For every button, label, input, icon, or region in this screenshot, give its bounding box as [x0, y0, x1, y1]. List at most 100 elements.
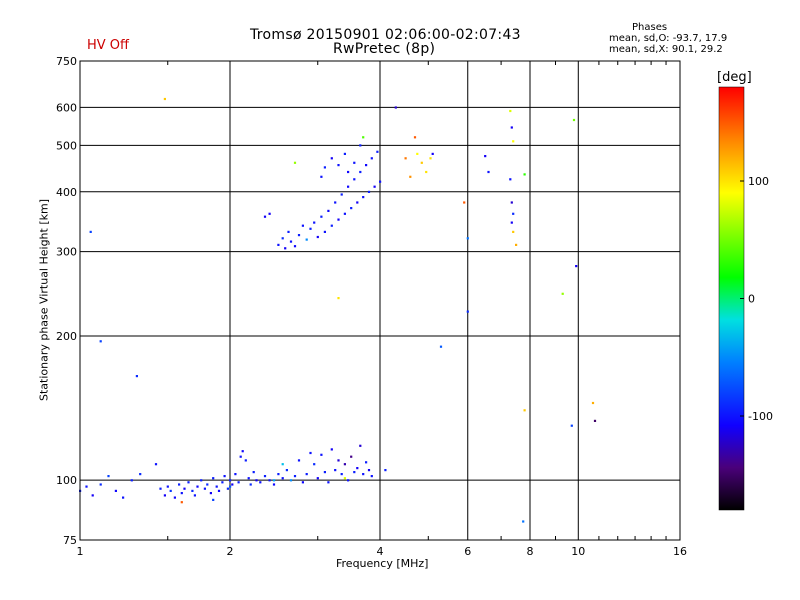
echo-point — [570, 424, 573, 427]
echo-point — [572, 118, 576, 122]
echo-point — [173, 496, 176, 499]
echo-point — [281, 237, 284, 240]
echo-point — [187, 481, 190, 484]
plot-grid — [80, 61, 680, 540]
echo-point — [379, 180, 382, 183]
echo-point — [347, 185, 350, 188]
echo-point — [215, 485, 218, 488]
echo-point — [353, 178, 356, 181]
echo-point — [313, 463, 316, 466]
echo-point — [226, 487, 229, 490]
echo-point — [277, 243, 280, 246]
echo-point — [293, 245, 297, 248]
echo-point — [384, 469, 387, 472]
echo-point — [191, 489, 194, 492]
colorbar-tick-label: -100 — [748, 410, 773, 423]
echo-point — [247, 477, 250, 480]
phases-x-mode-stats: mean, sd,X: 90.1, 29.2 — [609, 44, 723, 55]
echo-point — [343, 212, 346, 215]
echo-point — [239, 455, 242, 458]
colorbar-ticks: 100 0 -100 — [740, 175, 773, 423]
echo-point — [229, 485, 232, 488]
echo-point — [327, 209, 330, 212]
echo-point — [89, 230, 92, 233]
x-tick-label: 8 — [527, 545, 534, 558]
echo-point — [365, 461, 368, 464]
echo-point — [85, 485, 88, 488]
echo-point — [343, 477, 346, 480]
echo-point — [91, 494, 94, 497]
y-tick-label: 300 — [56, 246, 77, 259]
echo-point — [212, 498, 215, 501]
echo-point — [320, 453, 323, 456]
echo-point — [359, 170, 362, 174]
echo-point — [99, 340, 102, 343]
y-tick-label: 600 — [56, 101, 77, 114]
chart-title-line1: Tromsø 20150901 02:06:00-02:07:43 — [250, 27, 521, 43]
echo-point — [347, 479, 350, 482]
echo-point — [183, 487, 186, 490]
echo-point — [217, 489, 221, 492]
echo-point — [180, 501, 183, 504]
echo-point — [249, 483, 252, 486]
echo-point — [166, 485, 169, 488]
echo-point — [404, 157, 407, 160]
echo-point — [272, 483, 276, 486]
echo-point — [309, 227, 312, 230]
echo-point — [180, 492, 183, 495]
echo-point — [209, 492, 212, 495]
chart-title-line2: RwPretec (8p) — [333, 41, 436, 57]
echo-point — [510, 221, 513, 224]
echo-point — [353, 471, 356, 474]
phase-colorbar — [718, 86, 745, 511]
echo-point — [340, 193, 343, 196]
echo-point — [337, 297, 340, 300]
echo-point — [512, 140, 515, 143]
echo-point — [561, 292, 564, 295]
echo-point — [523, 173, 526, 176]
echo-point — [337, 164, 340, 167]
echo-point — [297, 459, 301, 462]
echo-point — [330, 157, 333, 160]
echo-point — [466, 237, 469, 240]
echo-point — [337, 218, 340, 221]
echo-point — [509, 109, 512, 113]
echo-point — [277, 473, 280, 476]
echo-points — [79, 97, 597, 523]
echo-point — [297, 234, 301, 237]
echo-point — [272, 479, 276, 482]
echo-point — [169, 489, 172, 492]
echo-point — [523, 409, 526, 412]
echo-point — [353, 161, 356, 164]
y-tick-label: 400 — [56, 186, 77, 199]
echo-point — [327, 481, 330, 484]
tick-labels: 1 2 4 6 8 10 16 75 100 200 300 400 500 600 750 — [56, 55, 687, 558]
echo-point — [159, 487, 162, 490]
echo-point — [362, 136, 365, 139]
echo-point — [350, 207, 353, 210]
x-tick-label: 1 — [77, 545, 84, 558]
echo-point — [154, 463, 158, 466]
echo-point — [323, 166, 326, 169]
y-tick-label: 75 — [63, 534, 77, 547]
echo-point — [420, 161, 423, 164]
echo-point — [285, 469, 288, 472]
echo-point — [334, 469, 337, 472]
echo-point — [221, 481, 224, 484]
echo-point — [367, 190, 371, 193]
echo-point — [234, 473, 237, 476]
y-tick-label: 750 — [56, 55, 77, 68]
echo-point — [337, 459, 340, 462]
echo-point — [316, 235, 319, 239]
echo-point — [139, 473, 142, 476]
echo-point — [367, 469, 371, 472]
echo-point — [510, 201, 513, 204]
echo-point — [466, 310, 469, 313]
y-tick-label: 200 — [56, 330, 77, 343]
echo-point — [223, 475, 226, 478]
echo-point — [359, 444, 362, 447]
echo-point — [212, 477, 215, 480]
echo-point — [107, 475, 110, 478]
x-tick-label: 6 — [464, 545, 471, 558]
echo-point — [463, 201, 466, 204]
